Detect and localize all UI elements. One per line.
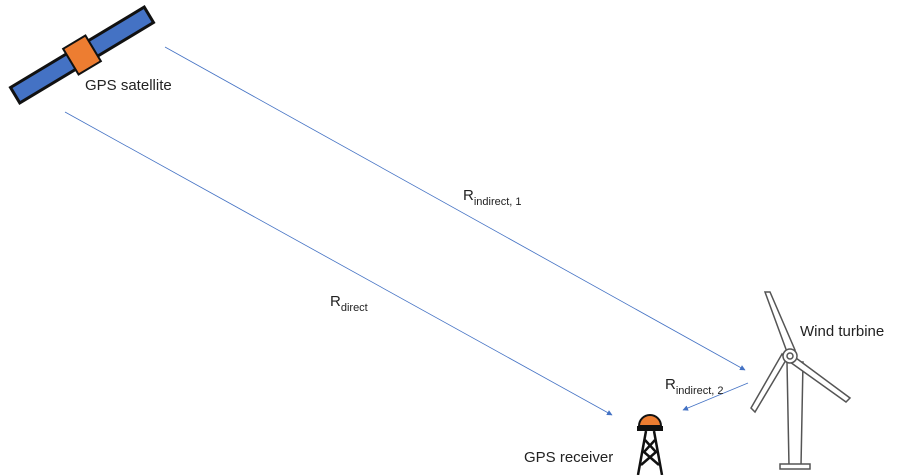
satellite-icon (8, 5, 156, 105)
satellite-label: GPS satellite (85, 77, 172, 94)
ray-indirect-1 (164, 46, 746, 371)
subscript: indirect, 1 (474, 196, 522, 208)
symbol: R (330, 293, 341, 310)
wind-turbine-icon (750, 291, 852, 470)
ray-direct (64, 111, 613, 416)
symbol: R (463, 187, 474, 204)
subscript: direct (341, 302, 368, 314)
ray-indirect-2 (682, 382, 749, 411)
path-label: Rindirect, 1 (463, 187, 522, 208)
path-label: Rdirect (330, 293, 368, 314)
receiver-icon (636, 414, 664, 475)
subscript: indirect, 2 (676, 385, 724, 397)
path-label: Rindirect, 2 (665, 376, 724, 397)
receiver-label: GPS receiver (524, 449, 613, 466)
turbine-label: Wind turbine (800, 323, 884, 340)
symbol: R (665, 376, 676, 393)
